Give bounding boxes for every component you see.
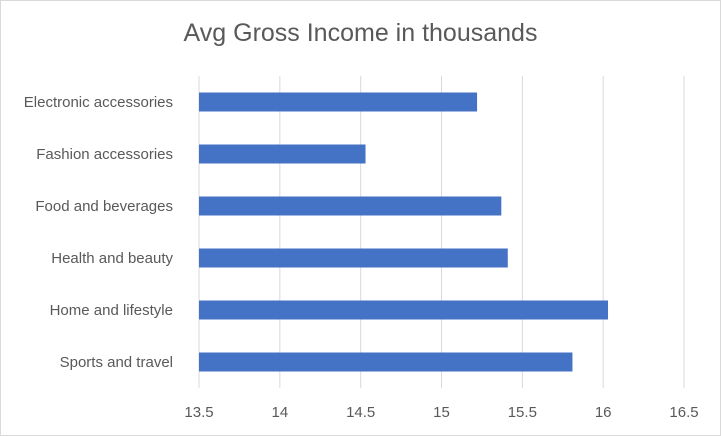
- x-tick-label: 15.5: [508, 404, 537, 421]
- x-tick-label: 15: [433, 404, 450, 421]
- chart-title: Avg Gross Income in thousands: [183, 19, 538, 47]
- bar: [199, 144, 366, 164]
- bars: [199, 92, 609, 372]
- x-tick-label: 13.5: [184, 404, 213, 421]
- x-tick-labels: 13.5 14 14.5 15 15.5 16 16.5: [184, 404, 698, 421]
- category-label: Sports and travel: [60, 354, 173, 371]
- bar: [199, 248, 508, 268]
- gridlines: [198, 76, 685, 388]
- category-label: Electronic accessories: [24, 94, 173, 111]
- bar: [199, 196, 502, 216]
- x-tick-label: 14.5: [346, 404, 375, 421]
- x-tick-label: 16: [595, 404, 612, 421]
- category-label: Food and beverages: [35, 198, 173, 215]
- bar: [199, 352, 573, 372]
- category-label: Fashion accessories: [36, 146, 173, 163]
- x-tick-label: 14: [271, 404, 288, 421]
- category-label: Home and lifestyle: [50, 302, 173, 319]
- bar: [199, 92, 478, 112]
- category-labels: Electronic accessories Fashion accessorie…: [24, 94, 174, 371]
- category-label: Health and beauty: [51, 250, 173, 267]
- bar: [199, 300, 609, 320]
- x-tick-label: 16.5: [669, 404, 698, 421]
